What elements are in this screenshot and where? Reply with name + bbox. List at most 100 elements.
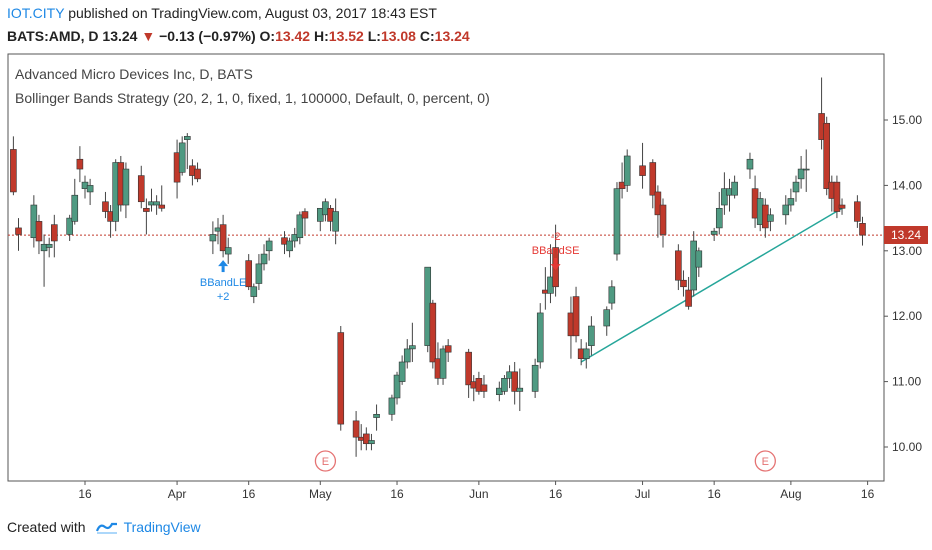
candle-body — [337, 332, 345, 425]
candle-body — [352, 420, 360, 438]
low-label: L: — [367, 28, 381, 44]
tradingview-brand[interactable]: TradingView — [123, 519, 201, 535]
candle-body — [260, 253, 268, 265]
candle-body — [516, 387, 524, 392]
candle-body — [721, 188, 728, 206]
long-entry-arrow-stem — [221, 266, 225, 273]
price-tick-label: 11.00 — [892, 375, 921, 389]
candle-body — [480, 384, 488, 392]
candle-body — [854, 201, 861, 222]
candle-body — [363, 433, 370, 445]
candle-body — [301, 211, 309, 219]
candle-body — [859, 223, 866, 236]
candle-body — [332, 211, 339, 232]
candle-body — [250, 286, 258, 297]
symbol-label: BATS:AMD, D — [7, 28, 99, 44]
candle-body — [680, 279, 687, 288]
published-text: published on TradingView.com, August 03,… — [68, 5, 437, 21]
candle-body — [388, 397, 396, 415]
price-tick-label: 12.00 — [892, 309, 922, 323]
date-tick-label: 16 — [549, 487, 563, 501]
author-link[interactable]: IOT.CITY — [7, 5, 65, 21]
candle-body — [137, 175, 145, 203]
short-entry-qty: -2 — [551, 231, 561, 243]
candle-body — [695, 250, 703, 268]
candle-body — [572, 296, 580, 337]
date-tick-label: 16 — [78, 487, 92, 501]
plot-frame — [7, 53, 885, 482]
high-label: H: — [314, 28, 329, 44]
candle-body — [143, 207, 150, 212]
candle-body — [373, 413, 380, 418]
candle-body — [603, 309, 611, 327]
candle-body — [35, 221, 43, 242]
candle-body — [393, 374, 401, 399]
chart-legend-strategy: Bollinger Bands Strategy (20, 2, 1, 0, f… — [15, 90, 490, 106]
candle-body — [465, 351, 472, 386]
candle-body — [153, 201, 160, 206]
long-entry-arrow — [218, 260, 229, 267]
candle-body — [398, 361, 406, 382]
candle-body — [792, 181, 800, 193]
candle-body — [501, 378, 508, 392]
footer: Created with TradingView — [7, 519, 201, 535]
candle-body — [797, 168, 805, 180]
date-tick-label: Jul — [635, 487, 650, 501]
candle-body — [86, 185, 94, 193]
earnings-label: E — [762, 456, 769, 468]
candle-body — [746, 158, 754, 170]
candle-body — [833, 181, 841, 212]
tradingview-logo-icon — [95, 522, 117, 534]
candle-body — [158, 204, 166, 209]
candle-body — [838, 204, 846, 209]
publish-header: IOT.CITY published on TradingView.com, A… — [7, 5, 437, 21]
candle-body — [71, 194, 79, 222]
short-entry-arrow — [550, 264, 561, 271]
candle-body — [368, 440, 375, 445]
ohlc-header: BATS:AMD, D 13.24 ▼ −0.13 (−0.97%) O:13.… — [7, 28, 470, 44]
candle-body — [582, 348, 590, 360]
open-value: 13.42 — [275, 28, 311, 44]
candle-body — [10, 149, 17, 193]
candle-body — [102, 201, 109, 212]
candle-body — [715, 207, 723, 229]
candle-body — [286, 240, 293, 252]
low-value: 13.08 — [380, 28, 416, 44]
candle-body — [613, 188, 621, 255]
candle-body — [731, 181, 738, 196]
date-tick-label: 16 — [707, 487, 721, 501]
candle-body — [429, 302, 437, 363]
candle-body — [654, 191, 662, 216]
candle-body — [403, 348, 411, 363]
date-tick-label: May — [309, 487, 332, 501]
trend-line — [580, 207, 843, 363]
candle-body — [66, 217, 73, 235]
candle-body — [45, 243, 53, 248]
price-tick-label: 14.00 — [892, 178, 922, 192]
date-tick-label: Aug — [780, 487, 801, 501]
candle-body — [802, 168, 810, 171]
candle-body — [76, 158, 84, 170]
candle-body — [531, 364, 539, 392]
earnings-marker — [314, 450, 337, 472]
candle-body — [511, 371, 518, 392]
candle-body — [649, 162, 657, 196]
candle-body — [296, 214, 304, 239]
price-tick-label: 15.00 — [892, 113, 922, 127]
candle-body — [178, 142, 186, 173]
candle-body — [219, 224, 227, 252]
long-entry-label: BBandLE — [200, 277, 246, 289]
earnings-marker — [754, 450, 776, 472]
candle-body — [659, 204, 667, 235]
candle-body — [608, 286, 616, 304]
candle-body — [685, 289, 692, 307]
candle-body — [184, 136, 191, 140]
date-tick-label: 16 — [390, 487, 404, 501]
chart-legend-symbol: Advanced Micro Devices Inc, D, BATS — [15, 66, 253, 82]
price-tick-label: 10.00 — [892, 440, 922, 454]
candle-body — [588, 325, 595, 346]
last-price-tag: 13.24 — [884, 226, 928, 244]
price-change: −0.13 (−0.97%) — [159, 28, 256, 44]
close-label: C: — [419, 28, 435, 44]
